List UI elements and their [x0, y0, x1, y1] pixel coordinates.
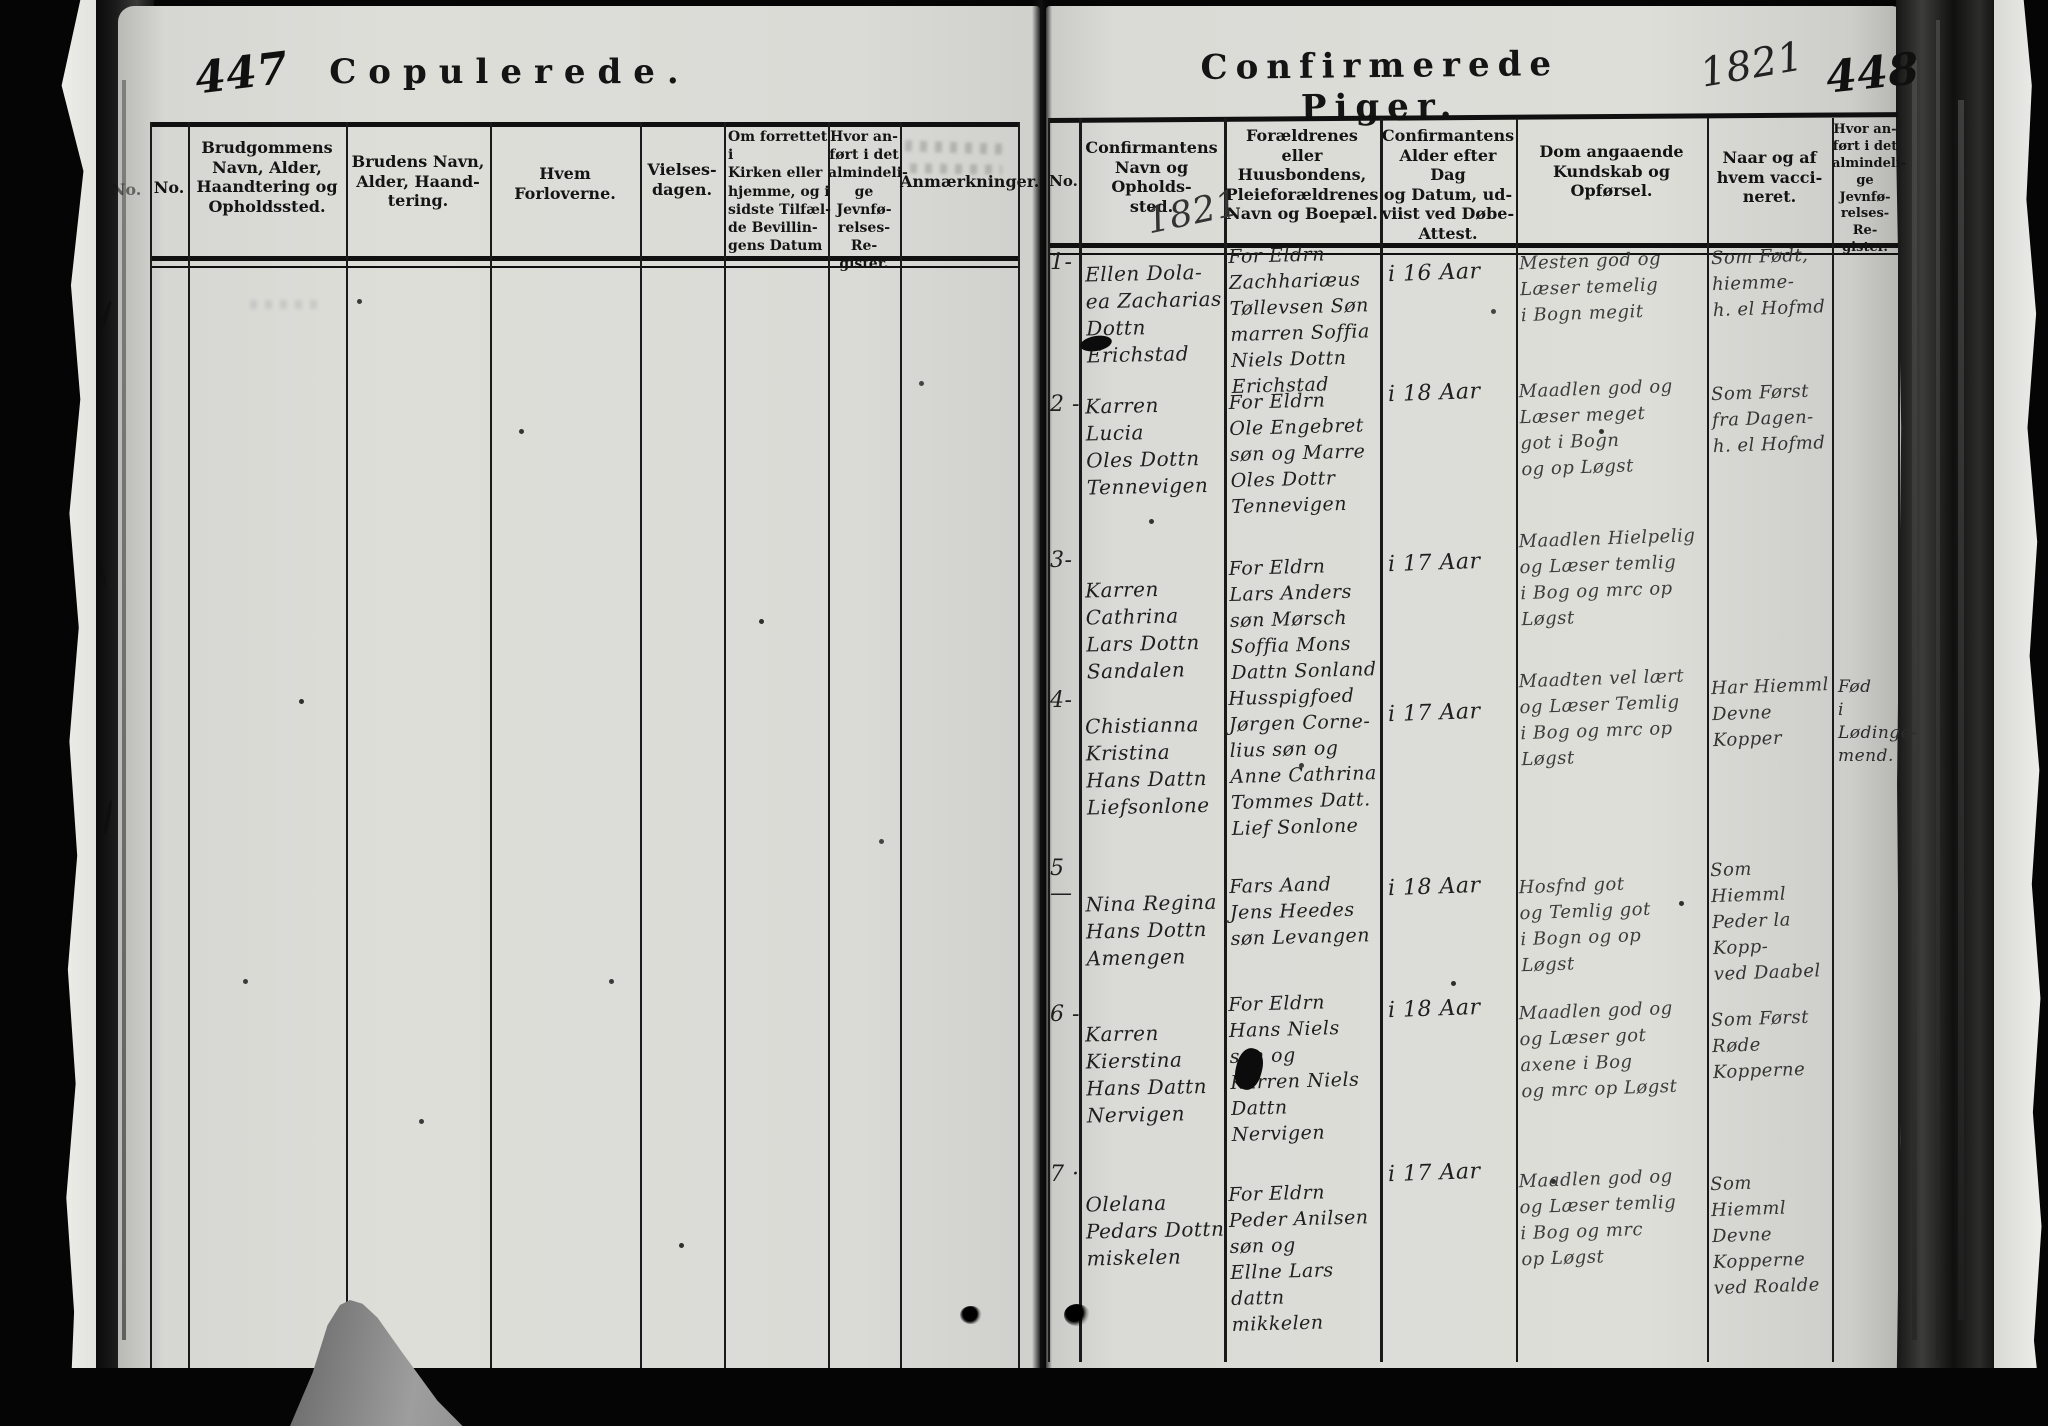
right-col-header-no: No. — [1049, 172, 1078, 190]
entry-judgement: Maadlen god og Læser meget got i Bogn og… — [1518, 375, 1674, 481]
table-rule-vertical — [1898, 118, 1900, 1362]
table-rule-vertical — [1018, 122, 1020, 1368]
left-col-header-no: No. — [153, 178, 185, 197]
table-rule-vertical — [150, 122, 152, 1368]
table-rule-vertical — [1079, 118, 1082, 1362]
dust-specks — [0, 0, 3, 3]
table-rule-horizontal — [1048, 243, 1898, 248]
entry-no: 2 - — [1050, 392, 1080, 417]
entry-no: 3- — [1050, 548, 1073, 573]
entry-judgement: Maadlen god og og Læser temlig i Bog og … — [1518, 1165, 1677, 1271]
entry-parents: For Eldrn Lars Anders søn Mørsch Soffia … — [1228, 555, 1377, 684]
table-rule-horizontal — [150, 122, 1018, 127]
right-col-header-parents: Forældrenes eller Huusbondens, Pleieforæ… — [1225, 126, 1379, 224]
entry-vaccinated: Som Hiemml Devne Kopperne ved Roalde — [1709, 1172, 1821, 1300]
binding-streak — [1936, 20, 1940, 1360]
entry-no: 5— — [1050, 856, 1073, 906]
entry-vaccinated: Som Født, hiemme- h. el Hofmd — [1710, 244, 1826, 322]
table-rule-vertical — [828, 122, 830, 1368]
left-col-header-sponsors: Hvem Forloverne. — [514, 164, 616, 203]
entry-name: Chistianna Kristina Hans Dattn Liefsonlo… — [1084, 712, 1210, 820]
table-rule-vertical — [346, 122, 348, 1368]
entry-vaccinated: Som Først fra Dagen- h. el Hofmd — [1710, 380, 1826, 458]
right-col-header-age: Confirmantens Alder efter Dag og Datum, … — [1381, 126, 1515, 243]
torn-film-edge-right — [1994, 0, 2043, 1426]
left-ghost-no-label: No. — [110, 180, 142, 199]
entry-judgement: Maadlen god og og Læser got axene i Bog … — [1518, 997, 1678, 1103]
right-col-header-register: Hvor an- ført i det almindeli- ge Jevnfø… — [1832, 122, 1907, 256]
table-rule-vertical — [1380, 118, 1383, 1362]
entry-no: 1- — [1050, 250, 1073, 275]
table-rule-vertical — [900, 122, 902, 1368]
left-col-header-remarks: Anmærkninger. — [900, 172, 1040, 191]
entry-vaccinated: Har Hiemml Devne Kopper — [1710, 674, 1830, 752]
table-rule-vertical — [1832, 118, 1834, 1362]
entry-no: 4- — [1050, 688, 1073, 713]
left-col-header-wedding-day: Vielses- dagen. — [647, 160, 717, 199]
ink-blot — [1064, 1304, 1090, 1326]
table-rule-vertical — [188, 122, 190, 1368]
entry-age: i 18 Aar — [1387, 872, 1481, 902]
table-rule-horizontal — [1048, 253, 1898, 255]
table-rule-horizontal — [150, 256, 1018, 261]
entry-age: i 17 Aar — [1387, 548, 1481, 578]
entry-judgement: Maadlen Hielpelig og Læser temlig i Bog … — [1518, 525, 1696, 631]
entry-parents: For Eldrn Peder Anilsen søn og Ellne Lar… — [1228, 1181, 1369, 1336]
right-col-header-confirmand-name: Confirmantens Navn og Opholds- sted. — [1085, 138, 1218, 216]
table-rule-horizontal — [150, 266, 1018, 268]
left-page-title: Copulerede. — [329, 52, 691, 92]
entry-age: i 18 Aar — [1387, 994, 1481, 1024]
entry-name: Karren Cathrina Lars Dottn Sandalen — [1084, 576, 1200, 684]
table-rule-vertical — [1516, 118, 1518, 1362]
entry-name: Nina Regina Hans Dottn Amengen — [1085, 889, 1218, 971]
entry-name: Karren Lucia Oles Dottn Tennevigen — [1084, 392, 1209, 500]
table-rule-vertical — [1048, 118, 1050, 1362]
right-page-number: 448 — [1823, 43, 1922, 104]
entry-name: Karren Kierstina Hans Dattn Nervigen — [1084, 1020, 1208, 1128]
entry-register: Fød i Lødinge- mend. — [1838, 677, 1918, 766]
table-rule-vertical — [490, 122, 492, 1368]
entry-name: Olelana Pedars Dottn miskelen — [1085, 1190, 1225, 1271]
table-rule-vertical — [1707, 118, 1709, 1362]
entry-name: Ellen Dola- ea Zacharias Dottn Erichstad — [1084, 260, 1223, 368]
entry-no: 7 · — [1050, 1162, 1080, 1187]
entry-judgement: Hosfnd got og Temlig got i Bogn og op Lø… — [1518, 873, 1652, 977]
binding-streak — [122, 80, 126, 1340]
entry-age: i 17 Aar — [1387, 698, 1481, 728]
entry-parents: For Eldrn Zachhariæus Tøllevsen Søn marr… — [1228, 243, 1371, 398]
right-col-header-vaccinated: Naar og af hvem vacci- neret. — [1716, 148, 1823, 207]
left-col-header-groom: Brudgommens Navn, Alder, Haandtering og … — [196, 138, 338, 216]
left-col-header-church-or-home: Om forrettet i Kirken eller hjemme, og i… — [728, 129, 831, 255]
entry-vaccinated: Som Først Røde Kopperne — [1710, 1006, 1810, 1084]
left-page — [118, 6, 1040, 1370]
entry-judgement: Mesten god og Læser temelig i Bogn megit — [1518, 248, 1662, 327]
right-page — [1046, 6, 1902, 1370]
entry-age: i 16 Aar — [1387, 258, 1481, 288]
entry-judgement: Maadten vel lært og Læser Temlig i Bog o… — [1518, 665, 1685, 771]
entry-parents: Fars Aand Jens Heedes søn Levangen — [1229, 873, 1371, 950]
entry-age: i 17 Aar — [1387, 1158, 1481, 1188]
entry-parents: For Eldrn Ole Engebret søn og Marre Oles… — [1228, 389, 1366, 518]
entry-parents: Husspigfoed Jørgen Corne- lius søn og An… — [1228, 684, 1378, 840]
ink-bleed-smudge — [250, 300, 320, 309]
ink-blot — [960, 1306, 982, 1324]
entry-age: i 18 Aar — [1387, 378, 1481, 408]
left-col-header-bride: Brudens Navn, Alder, Haand- tering. — [351, 152, 485, 211]
left-col-header-register: Hvor an- ført i det almindeli- ge Jevnfø… — [828, 129, 908, 273]
entry-no: 6 - — [1050, 1002, 1080, 1027]
binding-streak — [1958, 100, 1964, 1320]
entry-vaccinated: Som Hiemml Peder la Kopp- ved Daabel — [1709, 858, 1822, 986]
table-rule-vertical — [1224, 118, 1227, 1362]
binding-streak — [1912, 60, 1917, 1340]
table-rule-vertical — [724, 122, 726, 1368]
ink-bleed-smudge — [909, 163, 1003, 175]
table-rule-vertical — [640, 122, 642, 1368]
right-col-header-judgement: Dom angaaende Kundskab og Opførsel. — [1539, 142, 1684, 201]
book-gutter — [1032, 0, 1052, 1380]
